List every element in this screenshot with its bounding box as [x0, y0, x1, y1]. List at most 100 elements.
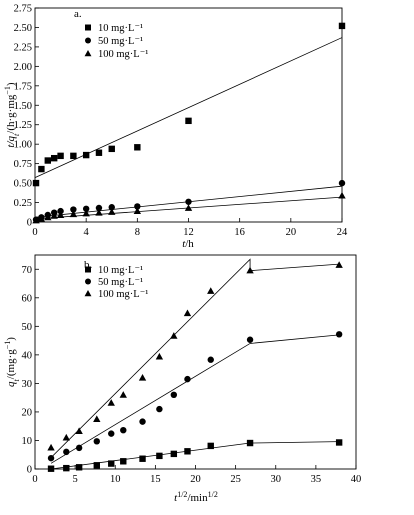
- data-point: [63, 448, 70, 456]
- data-point: [75, 444, 83, 452]
- data-point: [93, 415, 101, 423]
- x-tick-label: 16: [234, 227, 245, 238]
- data-point: [70, 152, 77, 160]
- legend-marker: [84, 290, 92, 297]
- data-point: [207, 356, 214, 363]
- panel-label: a.: [74, 8, 82, 20]
- data-point: [138, 374, 147, 381]
- legend-marker: [85, 37, 91, 44]
- y-tick-label: 20: [22, 407, 33, 418]
- data-point: [32, 179, 40, 187]
- data-point: [108, 460, 115, 467]
- data-point: [93, 438, 100, 445]
- data-point: [50, 154, 58, 162]
- data-point: [184, 204, 193, 211]
- data-point: [47, 465, 55, 472]
- x-tick-label: 15: [150, 474, 161, 485]
- data-point: [156, 452, 163, 460]
- legend-marker: [84, 50, 92, 57]
- x-tick-label: 35: [311, 474, 322, 485]
- y-tick-label: 50: [22, 322, 33, 333]
- data-point: [183, 309, 192, 317]
- data-point: [82, 205, 90, 212]
- plot-frame: [34, 7, 343, 223]
- data-point: [335, 439, 343, 446]
- data-point: [37, 215, 46, 222]
- legend-entry: 50 mg·L⁻¹: [98, 36, 143, 47]
- data-point: [108, 430, 115, 437]
- y-tick-label: 2.00: [14, 62, 32, 73]
- data-point: [207, 442, 214, 450]
- x-tick-label: 24: [337, 227, 348, 238]
- data-point: [82, 209, 90, 217]
- y-tick-label: 1.50: [14, 101, 32, 112]
- data-point: [44, 157, 51, 164]
- data-point: [63, 464, 70, 472]
- y-tick-label: 0.50: [14, 179, 32, 190]
- data-point: [338, 191, 346, 199]
- x-tick-label: 30: [271, 474, 282, 485]
- data-point: [133, 207, 142, 215]
- data-point: [95, 208, 103, 216]
- y-tick-label: 2.50: [14, 23, 32, 34]
- x-tick-label: 20: [286, 227, 297, 238]
- legend-marker: [85, 24, 91, 31]
- data-point: [170, 450, 178, 458]
- data-point: [62, 433, 70, 441]
- fit-line-series-1: [50, 334, 340, 464]
- data-point: [156, 405, 163, 413]
- series-1: [47, 331, 343, 462]
- data-point: [95, 149, 103, 156]
- data-point: [95, 204, 103, 212]
- legend-marker: [85, 278, 91, 285]
- series-0: [32, 22, 346, 187]
- data-point: [155, 352, 164, 360]
- legend: 10 mg·L⁻¹ 50 mg·L⁻¹ 100 mg·L⁻¹: [84, 23, 148, 60]
- data-point: [47, 454, 55, 462]
- data-point: [185, 117, 192, 125]
- y-tick-label: 10: [22, 436, 33, 447]
- series-2: [47, 261, 343, 451]
- legend-entry: 10 mg·L⁻¹: [98, 23, 143, 34]
- y-tick-label: 30: [22, 379, 33, 390]
- x-axis-label: t1/2/min1/2: [174, 490, 218, 505]
- data-point: [184, 375, 191, 383]
- data-point: [75, 427, 83, 434]
- series-1: [32, 179, 346, 223]
- y-tick-label: 0.75: [14, 159, 32, 170]
- data-point: [69, 210, 78, 218]
- data-point: [82, 151, 90, 159]
- data-point: [338, 179, 346, 187]
- data-point: [120, 458, 127, 465]
- x-tick-label: 40: [351, 474, 362, 485]
- x-tick-label: 20: [190, 474, 201, 485]
- data-point: [185, 198, 192, 205]
- data-point: [44, 213, 52, 221]
- data-point: [57, 207, 64, 215]
- data-point: [93, 462, 100, 469]
- data-point: [75, 464, 83, 471]
- x-tick-label: 5: [73, 474, 78, 485]
- data-point: [139, 418, 146, 425]
- data-point: [170, 332, 178, 339]
- y-tick-label: 70: [22, 265, 33, 276]
- y-tick-label: 40: [22, 350, 33, 361]
- x-tick-label: 8: [135, 227, 140, 238]
- x-tick-label: 0: [32, 227, 37, 238]
- data-point: [108, 145, 115, 153]
- y-tick-label: 1.75: [14, 81, 32, 92]
- y-tick-label: 1.00: [14, 140, 32, 151]
- y-tick-label: 2.75: [14, 4, 32, 15]
- y-tick-label: 0.25: [14, 198, 32, 209]
- data-point: [246, 439, 254, 447]
- plot-frame: [34, 254, 357, 470]
- y-tick-label: 1.25: [14, 120, 32, 131]
- legend-entry: 10 mg·L⁻¹: [98, 265, 143, 276]
- data-point: [120, 426, 127, 434]
- x-axis-label: t/h: [182, 238, 194, 250]
- fit-line-series-2: [50, 258, 340, 458]
- legend-entry: 50 mg·L⁻¹: [98, 277, 143, 288]
- data-point: [246, 266, 254, 274]
- data-point: [207, 287, 215, 294]
- data-point: [134, 144, 141, 151]
